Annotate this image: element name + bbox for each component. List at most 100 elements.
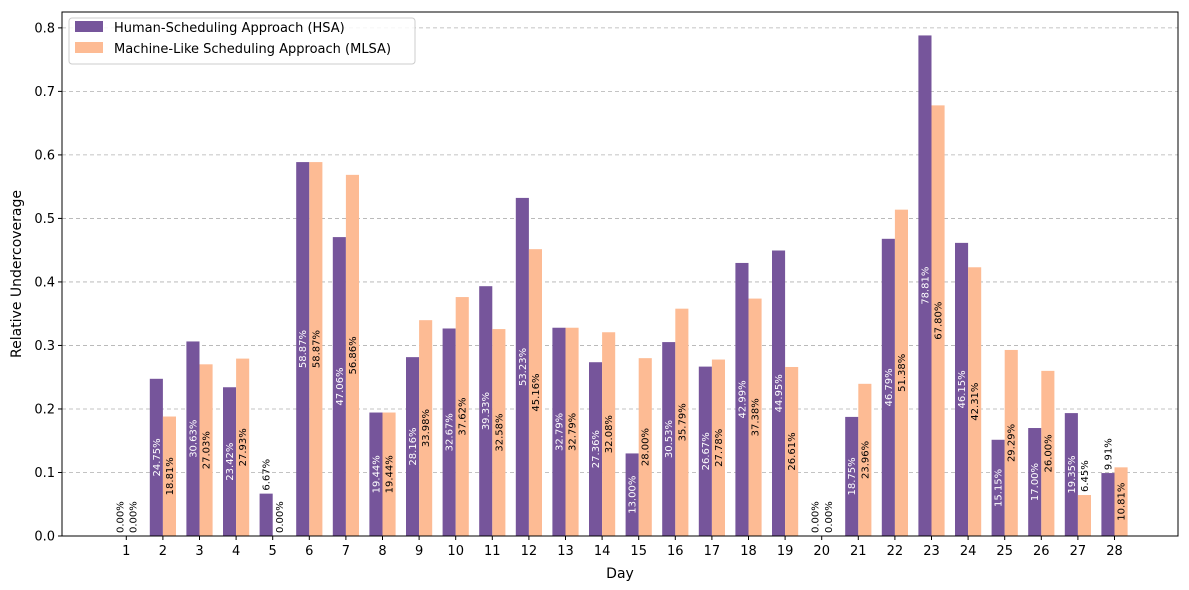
x-tick-label: 22 bbox=[887, 544, 904, 559]
x-tick-label: 26 bbox=[1033, 544, 1050, 559]
legend-label-mlsa: Machine-Like Scheduling Approach (MLSA) bbox=[114, 42, 391, 57]
x-tick-label: 10 bbox=[447, 544, 464, 559]
bars bbox=[149, 35, 1128, 537]
bar-label-mlsa: 32.79% bbox=[568, 413, 579, 451]
bar-mlsa bbox=[162, 416, 176, 536]
bar-hsa bbox=[662, 342, 676, 536]
x-tick-label: 17 bbox=[704, 544, 721, 559]
bar-label-hsa: 24.75% bbox=[152, 438, 163, 476]
x-tick-label: 4 bbox=[232, 544, 240, 559]
bar-label-hsa: 23.42% bbox=[225, 443, 236, 481]
bar-label-mlsa: 35.79% bbox=[677, 403, 688, 441]
bar-hsa bbox=[772, 250, 786, 536]
x-tick-label: 24 bbox=[960, 544, 977, 559]
x-axis-label: Day bbox=[606, 566, 634, 582]
bar-label-hsa: 58.87% bbox=[298, 330, 309, 368]
bar-label-mlsa: 37.38% bbox=[751, 398, 762, 436]
bar-label-hsa: 13.00% bbox=[628, 476, 639, 514]
bar-mlsa bbox=[968, 267, 982, 536]
x-tick-label: 5 bbox=[269, 544, 277, 559]
x-tick-label: 19 bbox=[777, 544, 794, 559]
bar-hsa bbox=[259, 493, 273, 536]
bar-label-mlsa: 27.93% bbox=[238, 428, 249, 466]
legend-box bbox=[68, 17, 416, 65]
legend-swatch-hsa bbox=[75, 21, 103, 32]
x-tick-label: 16 bbox=[667, 544, 684, 559]
bar-label-mlsa: 51.38% bbox=[897, 354, 908, 392]
legend-swatch-mlsa bbox=[75, 42, 103, 53]
bar-label-mlsa: 45.16% bbox=[531, 374, 542, 412]
y-tick-label: 0.0 bbox=[34, 530, 55, 545]
bar-mlsa bbox=[894, 209, 908, 536]
bar-mlsa bbox=[785, 366, 799, 536]
bar-mlsa bbox=[528, 249, 542, 536]
x-tick-label: 3 bbox=[195, 544, 203, 559]
bar-mlsa bbox=[455, 297, 469, 536]
bar-label-hsa: 9.91% bbox=[1103, 438, 1114, 470]
bar-label-hsa: 18.75% bbox=[847, 457, 858, 495]
bar-hsa bbox=[479, 286, 493, 536]
bar-mlsa bbox=[602, 332, 616, 536]
bar-hsa bbox=[881, 238, 895, 536]
bar-mlsa bbox=[1114, 467, 1128, 536]
y-tick-label: 0.4 bbox=[34, 275, 55, 290]
x-tick-label: 1 bbox=[122, 544, 130, 559]
bar-label-mlsa: 23.96% bbox=[860, 441, 871, 479]
bar-mlsa bbox=[748, 298, 762, 536]
bar-hsa bbox=[735, 262, 749, 536]
bar-label-hsa: 26.67% bbox=[701, 432, 712, 470]
x-tick-label: 7 bbox=[342, 544, 350, 559]
bar-label-hsa: 27.36% bbox=[591, 430, 602, 468]
bar-label-hsa: 46.15% bbox=[957, 370, 968, 408]
bar-label-hsa: 0.00% bbox=[811, 501, 822, 533]
bar-mlsa bbox=[345, 174, 359, 536]
bar-label-mlsa: 32.08% bbox=[604, 415, 615, 453]
bar-mlsa bbox=[675, 308, 689, 536]
bar-label-hsa: 28.16% bbox=[408, 428, 419, 466]
bar-label-mlsa: 28.00% bbox=[641, 428, 652, 466]
y-tick-label: 0.8 bbox=[34, 21, 55, 36]
bar-hsa bbox=[589, 362, 603, 536]
x-tick-label: 6 bbox=[305, 544, 313, 559]
bar-label-mlsa: 67.80% bbox=[934, 302, 945, 340]
bar-label-hsa: 17.00% bbox=[1030, 463, 1041, 501]
bar-label-mlsa: 0.00% bbox=[275, 501, 286, 533]
y-tick-label: 0.5 bbox=[34, 212, 55, 227]
y-tick-label: 0.1 bbox=[34, 466, 55, 481]
x-tick-label: 11 bbox=[484, 544, 501, 559]
bar-label-hsa: 6.67% bbox=[262, 459, 273, 491]
bar-label-hsa: 42.99% bbox=[737, 380, 748, 418]
x-tick-label: 21 bbox=[850, 544, 867, 559]
plot-frame bbox=[61, 11, 1179, 537]
bar-mlsa bbox=[638, 358, 652, 536]
bar-label-mlsa: 18.81% bbox=[165, 457, 176, 495]
x-tick-label: 2 bbox=[159, 544, 167, 559]
bar-hsa bbox=[369, 412, 383, 536]
bar-label-hsa: 19.35% bbox=[1067, 455, 1078, 493]
bar-mlsa bbox=[236, 358, 250, 536]
bar-hsa bbox=[698, 366, 712, 536]
bar-hsa bbox=[296, 162, 310, 536]
bar-mlsa bbox=[711, 359, 725, 536]
bar-label-mlsa: 27.78% bbox=[714, 429, 725, 467]
bar-mlsa bbox=[382, 412, 396, 536]
bar-label-hsa: 78.81% bbox=[920, 267, 931, 305]
x-tick-label: 18 bbox=[740, 544, 757, 559]
bar-hsa bbox=[515, 197, 529, 536]
bar-mlsa bbox=[492, 329, 506, 536]
bar-mlsa bbox=[1041, 370, 1055, 536]
bar-label-mlsa: 26.61% bbox=[787, 432, 798, 470]
bar-label-hsa: 53.23% bbox=[518, 348, 529, 386]
x-tick-label: 15 bbox=[630, 544, 647, 559]
bar-label-mlsa: 26.00% bbox=[1043, 434, 1054, 472]
x-tick-label: 28 bbox=[1106, 544, 1123, 559]
bar-hsa bbox=[955, 242, 969, 537]
bar-label-mlsa: 0.00% bbox=[128, 501, 139, 533]
bar-label-mlsa: 6.45% bbox=[1080, 460, 1091, 492]
y-tick-label: 0.6 bbox=[34, 148, 55, 163]
bar-hsa bbox=[1064, 413, 1078, 536]
bar-label-hsa: 30.53% bbox=[664, 420, 675, 458]
bar-hsa bbox=[991, 439, 1005, 536]
bar-label-mlsa: 42.31% bbox=[970, 383, 981, 421]
